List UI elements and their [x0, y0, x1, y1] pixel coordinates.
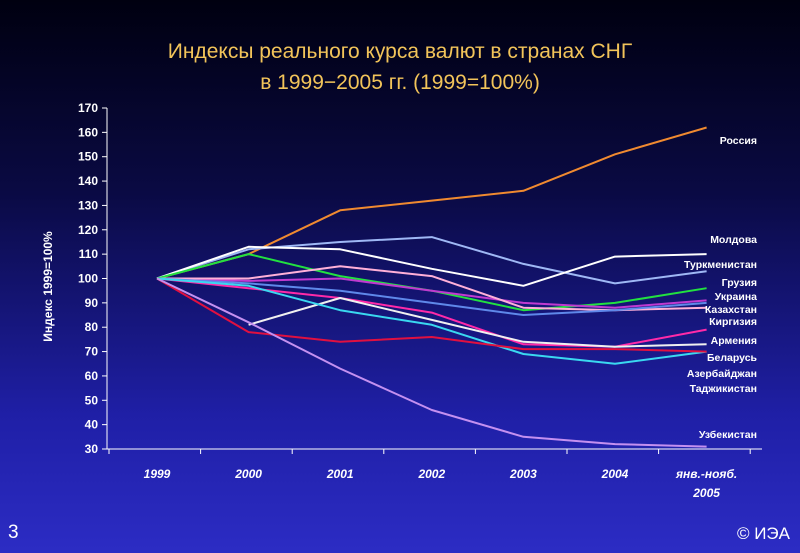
- series-label-4: Грузия: [722, 277, 757, 289]
- series-line-10: [156, 277, 707, 365]
- x-tick-label: янв.-нояб. 2005: [675, 467, 737, 500]
- y-tick-label: 90: [85, 296, 99, 310]
- series-label-12: Узбекистан: [699, 429, 757, 441]
- chart-axes: 30 40 50 60 70 80 90 100 110 120 130 140 150 160 170 19…: [41, 101, 762, 500]
- y-tick-label: 50: [85, 393, 99, 407]
- series-label-6: Казахстан: [705, 304, 757, 316]
- series-line-12: [156, 277, 707, 448]
- y-tick-label: 30: [85, 442, 99, 456]
- y-tick-label: 60: [85, 369, 99, 383]
- y-tick-label: 40: [85, 418, 99, 432]
- y-tick-label: 130: [78, 198, 98, 212]
- y-tick-label: 120: [78, 223, 98, 237]
- series-line-11: [156, 277, 707, 353]
- y-tick-label: 150: [78, 150, 98, 164]
- x-tick-label: 1999: [144, 467, 171, 481]
- y-tick-label: 170: [78, 101, 98, 115]
- x-tick-label: 2004: [601, 467, 629, 481]
- series-line-3: [156, 245, 707, 287]
- series-line-9: [248, 297, 707, 348]
- chart-series-lines: [156, 126, 707, 448]
- y-tick-label: 110: [79, 247, 99, 261]
- series-label-10: Азербайджан: [687, 368, 757, 380]
- series-label-8: Армения: [711, 335, 757, 347]
- series-label-5: Украина: [715, 291, 757, 303]
- y-tick-label: 160: [78, 125, 98, 139]
- series-label-7: Киргизия: [709, 316, 757, 328]
- series-label-11: Таджикистан: [690, 383, 757, 395]
- series-label-3: Туркменистан: [684, 259, 757, 271]
- y-axis-label: Индекс 1999=100%: [41, 231, 55, 342]
- y-tick-label: 80: [85, 320, 99, 334]
- x-tick-label: 2002: [417, 467, 445, 481]
- series-label-9: Беларусь: [707, 352, 758, 364]
- chart-title: Индексы реального курса валют в странах …: [0, 36, 800, 98]
- y-tick-label: 100: [78, 272, 98, 286]
- series-label-1: Россия: [720, 135, 757, 147]
- x-tick-label: 2000: [234, 467, 262, 481]
- copyright: © ИЭА: [736, 524, 790, 543]
- slide-number: 3: [8, 522, 19, 543]
- chart-title-line-2: в 1999−2005 гг. (1999=100%): [260, 71, 540, 94]
- chart-series-labels: Россия Молдова Туркменистан Грузия УкраинаКа…: [684, 135, 757, 441]
- x-tick-label: 2003: [509, 467, 537, 481]
- y-tick-label: 140: [78, 174, 98, 188]
- x-tick-label: 2001: [326, 467, 354, 481]
- y-tick-label: 70: [85, 345, 99, 359]
- chart-title-line-1: Индексы реального курса валют в странах …: [167, 40, 633, 63]
- series-line-5: [156, 277, 707, 309]
- series-line-7: [156, 277, 707, 316]
- series-label-2: Молдова: [710, 234, 757, 246]
- series-line-2: [156, 236, 707, 285]
